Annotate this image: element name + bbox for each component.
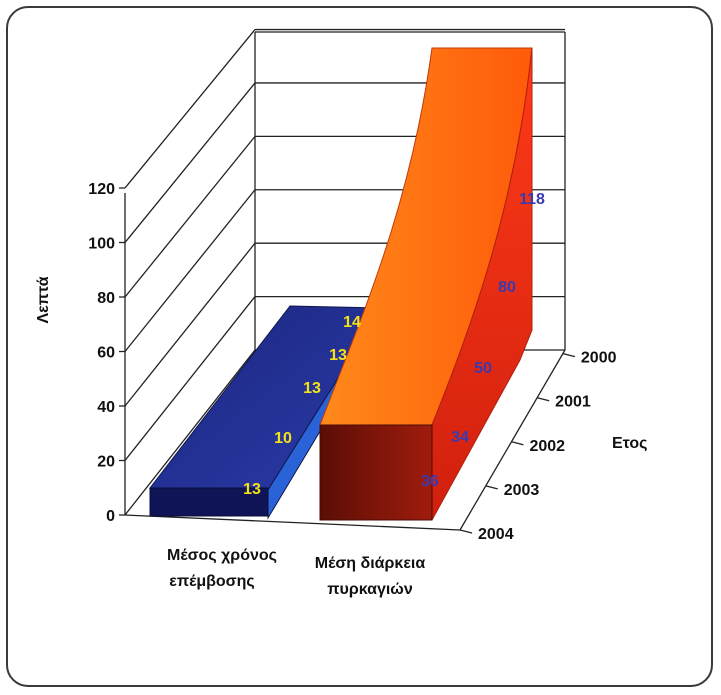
grid-left-4 <box>125 136 255 297</box>
y-tick-label-0: 0 <box>106 508 115 525</box>
series-0-label-2003: 10 <box>274 430 292 447</box>
y-tick-label-5: 100 <box>88 236 115 253</box>
category-label-0-line-1: επέμβοσης <box>169 573 254 590</box>
z-tick-label-2: 2002 <box>529 438 565 455</box>
y-tick-label-4: 80 <box>97 290 115 307</box>
series-1-front-face <box>320 425 432 520</box>
series-0-label-2000: 14 <box>343 314 361 331</box>
series-1-label-2004: 34 <box>451 429 469 446</box>
series-0-label-2001: 13 <box>329 347 347 364</box>
series-layer <box>150 48 532 520</box>
z-tick-label-3: 2003 <box>504 482 540 499</box>
y-tick-label-3: 60 <box>97 345 115 362</box>
category-label-1: Μέση διάρκεια πυρκαγιών <box>315 555 426 598</box>
series-1-label-2002: 80 <box>498 279 516 296</box>
z-tick-label-1: 2001 <box>555 394 591 411</box>
z-tick-mark-1 <box>537 398 549 401</box>
z-tick-mark-0 <box>563 354 575 357</box>
z-tick-mark-3 <box>486 486 498 489</box>
y-tick-label-2: 40 <box>97 399 115 416</box>
category-label-1-line-1: πυρκαγιών <box>327 581 413 598</box>
z-tick-label-4: 2004 <box>478 526 514 543</box>
z-tick-mark-2 <box>511 442 523 445</box>
y-axis-title: Λεπτά <box>35 276 52 323</box>
category-label-0-line-0: Μέσος χρόνος <box>167 547 277 564</box>
z-tick-mark-4 <box>460 530 472 533</box>
y-tick-label-1: 20 <box>97 454 115 471</box>
series-1-label-2001: 118 <box>519 191 545 208</box>
series-1-front-label: 36 <box>421 473 439 490</box>
series-0-label-2004: 13 <box>243 481 261 498</box>
y-tick-label-6: 120 <box>88 181 115 198</box>
series-1-label-2003: 50 <box>474 360 492 377</box>
series-0-label-2002: 13 <box>303 380 321 397</box>
grid-left-6 <box>125 30 255 188</box>
grid-left-5 <box>125 83 255 243</box>
z-tick-label-0: 2000 <box>581 350 617 367</box>
category-label-1-line-0: Μέση διάρκεια <box>315 555 426 572</box>
z-axis-title: Ετος <box>612 435 647 452</box>
category-label-0: Μέσος χρόνος επέμβοσης <box>167 547 277 590</box>
grid-left-3 <box>125 190 255 352</box>
